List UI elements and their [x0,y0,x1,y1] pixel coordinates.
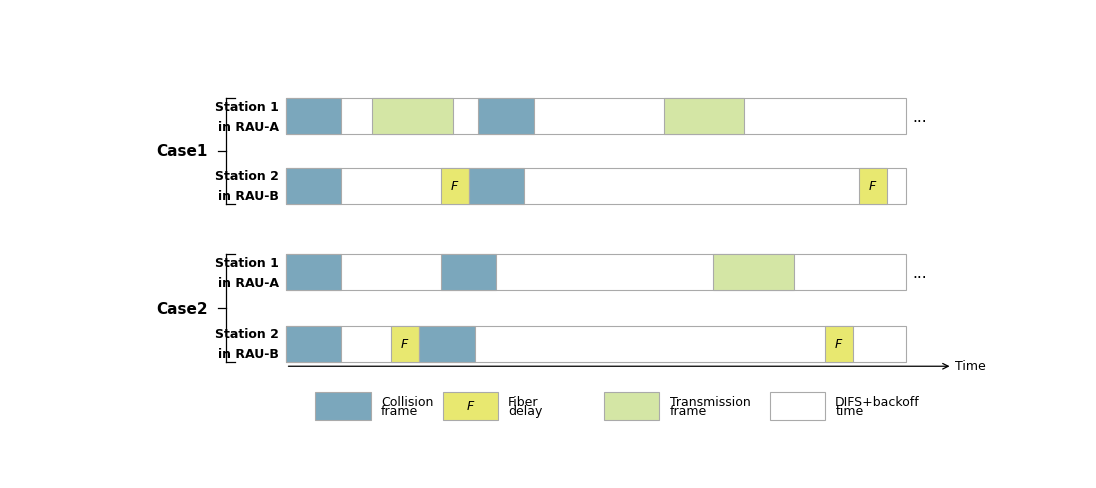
Text: Collision: Collision [380,395,433,408]
Text: frame: frame [380,405,418,418]
Bar [286,168,342,204]
Bar [286,99,342,135]
Bar [713,255,795,290]
Text: Fiber: Fiber [509,395,539,408]
Bar [316,392,370,420]
Text: $F$: $F$ [450,180,459,193]
Bar [604,392,660,420]
Text: Case1: Case1 [156,144,207,159]
Bar [373,99,453,135]
Bar [286,168,905,204]
Text: DIFS+backoff: DIFS+backoff [835,395,920,408]
Bar [664,99,744,135]
Text: $F$: $F$ [400,338,410,350]
Bar [391,326,419,362]
Text: ...: ... [913,109,927,124]
Bar [441,255,496,290]
Text: $F$: $F$ [466,400,475,413]
Bar [769,392,825,420]
Text: in RAU-B: in RAU-B [218,347,278,361]
Bar [441,168,469,204]
Bar [825,326,853,362]
Text: Station 1: Station 1 [215,256,278,269]
Bar [469,168,524,204]
Text: time: time [835,405,864,418]
Bar [286,326,905,362]
Bar [443,392,498,420]
Bar [286,255,905,290]
Text: $F$: $F$ [834,338,844,350]
Text: Transmission: Transmission [670,395,751,408]
Bar [419,326,475,362]
Text: Station 2: Station 2 [215,327,278,341]
Bar [286,326,342,362]
Bar [286,255,342,290]
Text: in RAU-A: in RAU-A [218,121,278,133]
Bar [286,99,905,135]
Bar [478,99,534,135]
Text: Station 1: Station 1 [215,101,278,113]
Text: ...: ... [913,265,927,280]
Text: Time: Time [955,359,985,372]
Text: Case2: Case2 [156,301,207,316]
Text: delay: delay [509,405,543,418]
Text: in RAU-A: in RAU-A [218,276,278,289]
Text: Station 2: Station 2 [215,170,278,183]
Text: frame: frame [670,405,707,418]
Text: in RAU-B: in RAU-B [218,190,278,203]
Text: $F$: $F$ [868,180,878,193]
Bar [859,168,887,204]
